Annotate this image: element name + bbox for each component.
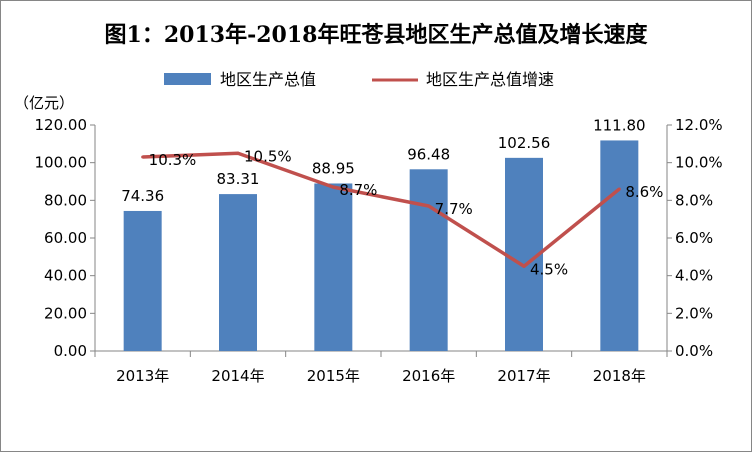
bar-gdp — [219, 194, 257, 351]
y-right-tick-label: 6.0% — [675, 229, 713, 247]
line-point-growth — [331, 185, 335, 189]
y-right-tick-label: 10.0% — [675, 154, 723, 172]
bar-gdp — [409, 169, 448, 351]
y-right-tick-label: 12.0% — [675, 116, 723, 134]
x-tick-label: 2016年 — [402, 367, 455, 385]
y-right-tick-label: 8.0% — [675, 191, 713, 209]
line-point-growth — [522, 264, 526, 268]
bar-data-label: 83.31 — [217, 170, 260, 188]
line-point-growth — [141, 155, 145, 159]
line-data-label: 7.7% — [435, 200, 473, 218]
y-left-tick-label: 120.00 — [35, 116, 88, 134]
y-left-tick-label: 80.00 — [44, 191, 87, 209]
line-growth-rate — [142, 151, 621, 268]
y-left-tick-label: 100.00 — [35, 154, 88, 172]
legend-swatch-bar — [164, 73, 211, 85]
line-point-growth — [617, 187, 621, 191]
y-left-tick-label: 0.00 — [54, 342, 87, 360]
line-point-growth — [236, 151, 240, 155]
x-tick-label: 2014年 — [211, 367, 264, 385]
plot-area: 0.00 20.00 40.00 60.00 80.00 100.00 120.00 0.0%… — [35, 116, 723, 385]
y-left-tick-label: 40.00 — [44, 267, 87, 285]
x-tick-label: 2017年 — [497, 367, 550, 385]
x-tick-label: 2013年 — [116, 367, 169, 385]
y-left-tick-label: 60.00 — [44, 229, 87, 247]
x-tick-label: 2015年 — [307, 367, 360, 385]
line-data-label: 8.6% — [625, 183, 663, 201]
y-axis-unit-label: （亿元） — [14, 94, 74, 112]
bar-data-label: 96.48 — [407, 145, 450, 163]
line-data-label: 4.5% — [530, 260, 568, 278]
legend: 地区生产总值 地区生产总值增速 — [164, 70, 554, 89]
line-data-label: 10.5% — [244, 147, 292, 165]
bar-data-label: 74.36 — [121, 187, 164, 205]
bar-data-label: 88.95 — [312, 159, 355, 177]
line-data-label: 8.7% — [339, 181, 377, 199]
bar-gdp — [314, 183, 353, 351]
legend-label-growth: 地区生产总值增速 — [426, 70, 554, 89]
y-right-tick-label: 0.0% — [675, 342, 713, 360]
y-left-tick-label: 20.00 — [44, 304, 87, 322]
bar-data-label: 102.56 — [498, 134, 551, 152]
line-data-label: 10.3% — [149, 151, 197, 169]
y-right-tick-label: 4.0% — [675, 267, 713, 285]
legend-label-gdp: 地区生产总值 — [220, 70, 316, 89]
x-tick-label: 2018年 — [593, 367, 646, 385]
line-point-growth — [427, 204, 431, 208]
bar-gdp — [600, 140, 639, 351]
chart-title: 图1：2013年-2018年旺苍县地区生产总值及增长速度 — [105, 22, 649, 48]
y-right-tick-label: 2.0% — [675, 304, 713, 322]
bar-data-label: 111.80 — [593, 116, 646, 134]
bar-gdp — [123, 210, 162, 351]
